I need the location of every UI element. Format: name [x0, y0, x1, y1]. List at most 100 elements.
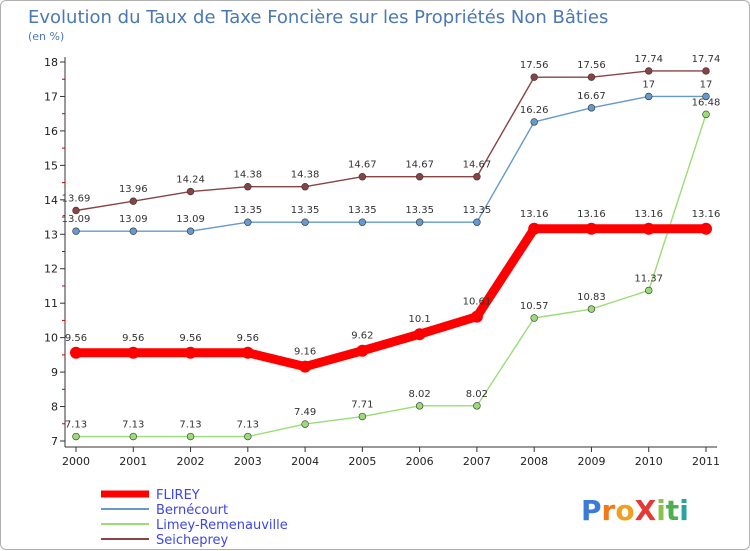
data-label: 9.56	[237, 333, 259, 344]
x-tick-label: 2000	[62, 455, 90, 468]
proxiti-logo: ProXiti	[581, 494, 689, 527]
data-point	[587, 104, 596, 112]
data-label: 9.16	[294, 347, 316, 358]
y-tick-label: 10	[44, 332, 58, 345]
data-label: 17.56	[520, 60, 549, 71]
brand-letter: P	[581, 494, 602, 527]
data-label: 9.56	[179, 333, 201, 344]
data-label: 8.02	[409, 389, 431, 400]
data-label: 13.09	[176, 214, 205, 225]
data-label: 8.02	[466, 389, 488, 400]
data-point	[702, 110, 710, 119]
data-label: 13.16	[520, 209, 549, 220]
data-point	[241, 346, 254, 359]
data-point	[72, 432, 80, 441]
y-tick-label: 13	[44, 228, 58, 241]
legend-label: FLIREY	[156, 488, 200, 503]
data-label: 17.74	[692, 54, 721, 65]
legend-label: Seicheprey	[156, 533, 229, 548]
x-tick-label: 2003	[234, 455, 262, 468]
series-layer	[70, 67, 712, 441]
data-point	[587, 73, 596, 81]
x-tick-label: 2007	[463, 455, 491, 468]
data-point	[301, 218, 309, 226]
data-point	[358, 173, 367, 181]
data-point	[530, 73, 538, 81]
data-label: 7.13	[237, 420, 259, 431]
data-label: 13.35	[291, 205, 320, 216]
data-label: 9.62	[351, 331, 373, 342]
data-point	[358, 412, 367, 421]
y-tick-label: 16	[44, 125, 58, 138]
legend: FLIREYBernécourtLimey-RemenauvilleSeiche…	[101, 488, 288, 548]
data-point	[645, 286, 653, 295]
series-line-2	[75, 113, 707, 438]
data-label: 13.09	[62, 214, 91, 225]
x-tick-label: 2008	[520, 455, 548, 468]
data-point	[700, 222, 712, 235]
data-point	[585, 222, 598, 235]
x-tick-label: 2009	[577, 455, 605, 468]
data-point	[244, 183, 252, 191]
data-point	[186, 432, 195, 441]
brand-letter: i	[679, 494, 689, 527]
y-tick-label: 12	[44, 263, 58, 276]
data-label: 10.1	[409, 314, 431, 325]
data-point	[244, 432, 252, 441]
data-label: 13.16	[577, 209, 606, 220]
data-label: 14.38	[233, 170, 262, 181]
legend-label: Limey-Remenauville	[156, 518, 288, 533]
data-point	[473, 173, 481, 181]
data-point	[587, 305, 596, 313]
data-label: 16.67	[577, 91, 606, 102]
data-label: 7.49	[294, 407, 316, 418]
x-tick-label: 2004	[291, 455, 319, 468]
data-point	[127, 346, 140, 359]
y-tick-label: 14	[44, 194, 58, 207]
data-label: 10.83	[577, 292, 606, 303]
data-label: 13.09	[119, 214, 148, 225]
legend-label: Bernécourt	[156, 503, 228, 518]
brand-letter: r	[602, 494, 616, 527]
brand-letter: t	[666, 494, 679, 527]
data-label: 17.56	[577, 60, 606, 71]
data-label: 14.38	[291, 170, 320, 181]
data-point	[129, 197, 137, 205]
data-point	[415, 402, 424, 410]
data-label: 10.57	[520, 301, 549, 312]
y-tick-label: 15	[44, 159, 58, 172]
series-line-1	[75, 95, 707, 232]
data-point	[528, 222, 541, 235]
data-point	[186, 187, 195, 196]
data-label: 17	[700, 79, 713, 90]
data-label: 13.35	[233, 205, 262, 216]
brand-letter: X	[635, 494, 657, 527]
data-point	[184, 346, 197, 359]
data-label: 7.13	[179, 420, 201, 431]
data-point	[702, 92, 710, 101]
data-label: 7.71	[351, 400, 373, 411]
data-point	[186, 227, 195, 235]
data-point	[642, 222, 655, 235]
y-tick-label: 18	[44, 56, 58, 69]
data-label: 13.69	[62, 193, 91, 204]
brand-letter: o	[615, 494, 634, 527]
data-label: 13.35	[405, 205, 434, 216]
data-point	[470, 310, 483, 323]
x-tick-label: 2002	[177, 455, 205, 468]
data-point	[301, 420, 309, 428]
chart-subtitle: (en %)	[28, 30, 64, 43]
y-tick-label: 17	[44, 90, 58, 103]
data-label: 17	[642, 79, 655, 90]
data-point	[413, 328, 426, 341]
data-label: 14.67	[463, 160, 492, 171]
series-line-3	[75, 70, 707, 212]
axes: 7 8 9 10 11 12 13 14 15 16 17 18 2000 2001 2002 2003 200…	[44, 56, 720, 468]
data-label: 10.61	[463, 297, 492, 308]
y-tick-label: 9	[51, 366, 58, 379]
data-label: 16.48	[692, 97, 721, 108]
data-label: 11.37	[634, 273, 663, 284]
data-label: 7.13	[65, 420, 87, 431]
